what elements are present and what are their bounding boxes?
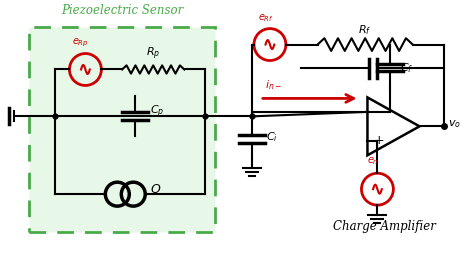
- FancyBboxPatch shape: [28, 27, 215, 232]
- Text: $i_{n-}$: $i_{n-}$: [265, 79, 282, 92]
- Text: $-$: $-$: [374, 105, 384, 118]
- Text: $C_i$: $C_i$: [266, 130, 278, 144]
- Text: $+$: $+$: [374, 134, 385, 147]
- Text: $v_o$: $v_o$: [448, 118, 461, 130]
- Text: $Q$: $Q$: [150, 182, 162, 196]
- Text: $R_f$: $R_f$: [358, 23, 372, 37]
- Text: $C_f$: $C_f$: [400, 62, 413, 75]
- Text: $e_{Rp}$: $e_{Rp}$: [72, 36, 89, 49]
- Text: $e_{Rf}$: $e_{Rf}$: [258, 12, 274, 24]
- Text: $R_p$: $R_p$: [146, 45, 160, 61]
- Text: $e_n$: $e_n$: [366, 155, 378, 167]
- Text: Piezoelectric Sensor: Piezoelectric Sensor: [61, 4, 183, 17]
- Text: Charge Amplifier: Charge Amplifier: [333, 219, 436, 233]
- Text: $C_p$: $C_p$: [150, 103, 164, 120]
